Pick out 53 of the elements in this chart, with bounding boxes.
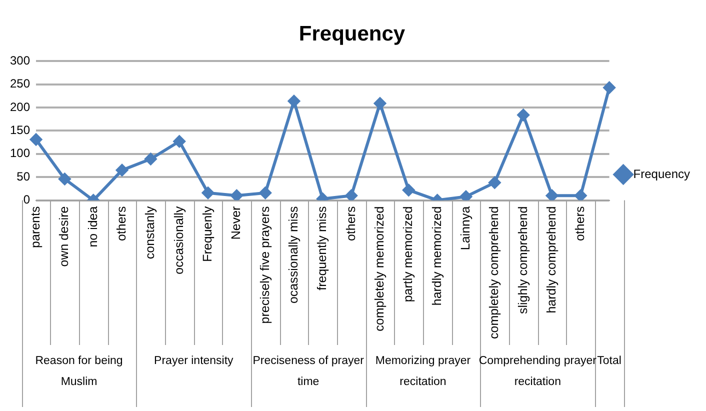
y-tick-label: 200 [10, 100, 30, 114]
point [58, 172, 71, 185]
point [402, 184, 415, 196]
x-tick-label: others [344, 206, 358, 242]
x-tick-label: Frequenly [200, 206, 214, 262]
point [30, 134, 42, 146]
x-tick-label: ocassionally miss [286, 206, 300, 304]
y-tick-label: 250 [10, 76, 30, 91]
text: Memorizing prayer recitation [375, 354, 471, 388]
x-tick-label: no idea [86, 206, 100, 248]
x-tick-label: completely comprehend [487, 206, 502, 340]
x-tick-label: occasionally [172, 206, 186, 274]
x-tick-label: precisely five prayers [258, 206, 272, 324]
x-tick-label: hardly memorized [430, 206, 444, 306]
point [374, 97, 386, 110]
point [603, 82, 616, 94]
point [460, 190, 472, 200]
point [259, 186, 272, 199]
text: Preciseness of prayer time [252, 354, 364, 388]
point [488, 176, 501, 189]
text: Comprehending prayer recitation [478, 354, 597, 388]
point [546, 190, 558, 200]
x-tick-label: others [114, 206, 128, 242]
x-tick-label: Never [229, 206, 244, 240]
point [173, 135, 186, 148]
point [345, 190, 358, 200]
y-tick-label: 150 [10, 123, 30, 138]
x-tick-label: Lainnya [458, 206, 472, 250]
y-tick-label: 0 [23, 192, 30, 207]
x-tick-label: partly memorized [401, 206, 416, 302]
x-tick-label: own desire [57, 206, 72, 267]
x-tick-label: slighly comprehend [516, 206, 530, 314]
x-tick-label: completely memorized [372, 206, 386, 332]
x-tick-label: parents [28, 206, 42, 248]
y-tick-label: 50 [16, 169, 30, 184]
point [288, 95, 300, 108]
y-tick-label: 300 [10, 54, 30, 68]
text: Reason for being Muslim [35, 354, 123, 388]
point [517, 108, 530, 121]
x-tick-label: constanly [143, 206, 158, 260]
point [116, 164, 128, 176]
chart-title: Frequency [298, 22, 406, 46]
x-tick-label: frequently miss [315, 206, 330, 290]
y-tick-label: 100 [10, 146, 30, 160]
text: Prayer intensity [154, 354, 234, 367]
x-tick-label: others [573, 206, 588, 242]
point [230, 190, 243, 200]
point [144, 153, 157, 166]
point [574, 190, 587, 200]
legend-label: Frequency [633, 166, 690, 181]
text: Total [597, 354, 622, 367]
x-tick-label: hardly comprehend [544, 206, 558, 314]
point [202, 186, 214, 199]
